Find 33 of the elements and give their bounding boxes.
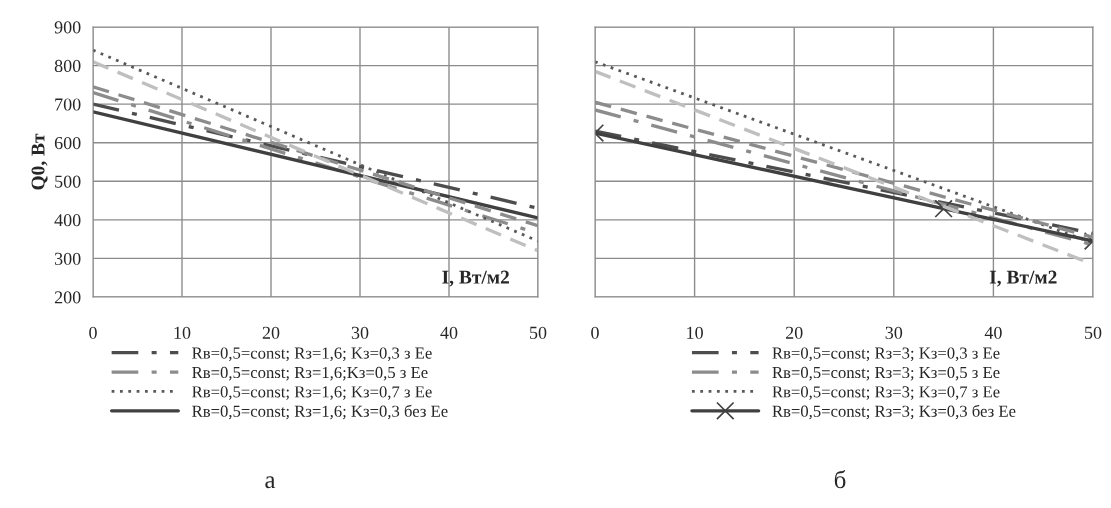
x-tick-label: 0 [89, 326, 97, 339]
x-axis-title: I, Вт/м2 [989, 270, 1057, 287]
x-axis-title: I, Вт/м2 [442, 270, 509, 287]
legend-label: Rв=0,5=const; Rз=3; Kз=0,3 з Ee [772, 347, 1000, 362]
y-tick-label: 500 [55, 175, 81, 188]
x-tick-label: 40 [440, 326, 458, 339]
x-tick-label: 20 [262, 326, 280, 339]
y-tick-label: 700 [55, 98, 81, 111]
x-tick-label: 20 [785, 326, 803, 339]
x-tick-label: 50 [530, 326, 547, 339]
legend-label: Rв=0,5=const; Rз=3; Kз=0,3 без Ee [772, 404, 1016, 420]
y-tick-label: 400 [54, 214, 81, 227]
legend-label: Rв=0,5=const; Rз=1,6;Kз=0,5 з Ee [192, 366, 428, 381]
y-tick-label: 300 [54, 252, 81, 265]
legend-label: Rв=0,5=const; Rз=1,6; Kз=0,7 з Ee [192, 386, 432, 400]
x-tick-label: 0 [591, 326, 599, 339]
text: б [834, 470, 846, 489]
legend-label: Rв=0,5=const; Rз=3; Kз=0,5 з Ee [772, 366, 1000, 381]
y-tick-label: 200 [54, 291, 81, 304]
y-tick-label: 900 [54, 21, 81, 34]
legend-label: Rв=0,5=const; Rз=3; Kз=0,7 з Ee [772, 386, 1000, 400]
x-tick-label: 30 [351, 326, 369, 339]
y-axis-title: Q0, Вт [31, 133, 48, 190]
x-tick-label: 10 [687, 326, 703, 339]
y-tick-label: 600 [54, 136, 81, 150]
x-tick-label: 40 [984, 326, 1002, 339]
x-tick-label: 10 [174, 326, 191, 339]
legend-label: Rв=0,5=const; Rз=1,6; Kз=0,3 без Ee [192, 404, 448, 420]
x-tick-label: 30 [885, 326, 903, 339]
text: а [265, 476, 276, 489]
x-tick-label: 50 [1085, 326, 1102, 339]
y-tick-label: 800 [54, 59, 81, 73]
legend-label: Rв=0,5=const; Rз=1,6; Kз=0,3 з Ee [192, 347, 432, 362]
